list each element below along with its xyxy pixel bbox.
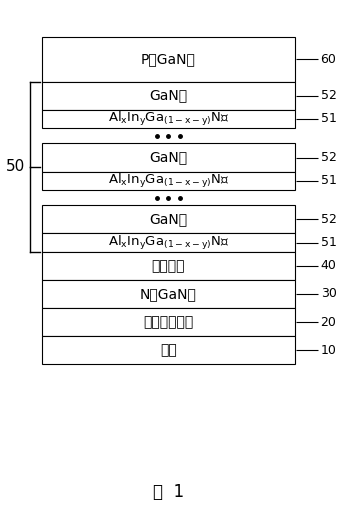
Text: 20: 20 bbox=[321, 315, 336, 329]
Bar bbox=[42, 233, 295, 252]
Text: $\rm Al_xIn_yGa_{(1-x-y)}N$层: $\rm Al_xIn_yGa_{(1-x-y)}N$层 bbox=[108, 172, 229, 190]
Text: 51: 51 bbox=[321, 236, 336, 249]
Text: 氮化物缓冲层: 氮化物缓冲层 bbox=[143, 315, 193, 329]
Text: 40: 40 bbox=[321, 260, 336, 272]
Text: P型GaN层: P型GaN层 bbox=[141, 52, 196, 66]
Bar bbox=[42, 36, 295, 81]
Bar bbox=[42, 110, 295, 128]
Text: 衬底: 衬底 bbox=[160, 343, 177, 357]
Bar bbox=[42, 143, 295, 172]
Bar bbox=[42, 172, 295, 190]
Text: GaN层: GaN层 bbox=[149, 212, 187, 226]
Bar bbox=[42, 280, 295, 308]
Bar bbox=[42, 205, 295, 233]
Text: 52: 52 bbox=[321, 213, 336, 226]
Text: 51: 51 bbox=[321, 174, 336, 187]
Text: GaN层: GaN层 bbox=[149, 151, 187, 164]
Text: 51: 51 bbox=[321, 112, 336, 125]
Bar bbox=[42, 81, 295, 110]
Text: 30: 30 bbox=[321, 287, 336, 301]
Text: $\rm Al_xIn_yGa_{(1-x-y)}N$层: $\rm Al_xIn_yGa_{(1-x-y)}N$层 bbox=[108, 233, 229, 251]
Text: 10: 10 bbox=[321, 344, 336, 357]
Text: 52: 52 bbox=[321, 89, 336, 102]
Text: 量子阱层: 量子阱层 bbox=[152, 259, 185, 273]
Bar bbox=[42, 308, 295, 336]
Text: $\rm Al_xIn_yGa_{(1-x-y)}N$层: $\rm Al_xIn_yGa_{(1-x-y)}N$层 bbox=[108, 110, 229, 128]
Text: 50: 50 bbox=[6, 159, 25, 174]
Text: 52: 52 bbox=[321, 151, 336, 164]
Text: 图  1: 图 1 bbox=[153, 483, 184, 501]
Text: GaN层: GaN层 bbox=[149, 89, 187, 102]
Text: N型GaN层: N型GaN层 bbox=[140, 287, 197, 301]
Text: 60: 60 bbox=[321, 53, 336, 66]
Bar bbox=[42, 336, 295, 365]
Bar bbox=[42, 252, 295, 280]
